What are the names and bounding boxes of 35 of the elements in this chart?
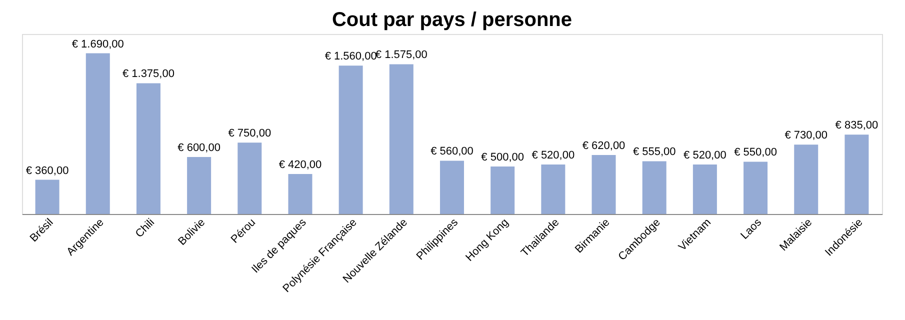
data-label: € 835,00 bbox=[835, 120, 878, 132]
data-label: € 1.560,00 bbox=[324, 50, 377, 63]
data-label: € 730,00 bbox=[784, 130, 828, 142]
data-label: € 420,00 bbox=[278, 159, 322, 172]
bar bbox=[592, 155, 616, 214]
chart-title: Cout par pays / personne bbox=[332, 9, 572, 31]
bar bbox=[794, 144, 818, 214]
bar bbox=[490, 166, 515, 214]
bar bbox=[744, 162, 768, 214]
bar bbox=[844, 134, 869, 214]
bar bbox=[541, 164, 566, 214]
bar bbox=[389, 64, 414, 214]
bar bbox=[86, 53, 110, 214]
data-label: € 1.575,00 bbox=[375, 49, 428, 62]
bar bbox=[288, 174, 312, 214]
bar bbox=[338, 66, 363, 214]
bar bbox=[136, 83, 160, 214]
data-label: € 1.690,00 bbox=[72, 38, 124, 50]
data-label: € 555,00 bbox=[632, 146, 676, 158]
bar bbox=[238, 142, 262, 214]
data-label: € 500,00 bbox=[481, 151, 524, 164]
bar bbox=[692, 164, 717, 214]
bar bbox=[440, 160, 464, 214]
data-label: € 560,00 bbox=[430, 146, 474, 158]
bar bbox=[187, 156, 212, 214]
bar bbox=[642, 161, 666, 214]
bar bbox=[35, 180, 60, 214]
data-label: € 360,00 bbox=[26, 164, 69, 177]
data-label: € 520,00 bbox=[684, 150, 726, 162]
data-label: € 600,00 bbox=[178, 142, 220, 154]
data-label: € 1.375,00 bbox=[122, 68, 174, 80]
data-label: € 750,00 bbox=[228, 128, 272, 140]
data-label: € 620,00 bbox=[582, 140, 626, 152]
data-label: € 520,00 bbox=[532, 150, 575, 162]
data-label: € 550,00 bbox=[734, 146, 777, 159]
